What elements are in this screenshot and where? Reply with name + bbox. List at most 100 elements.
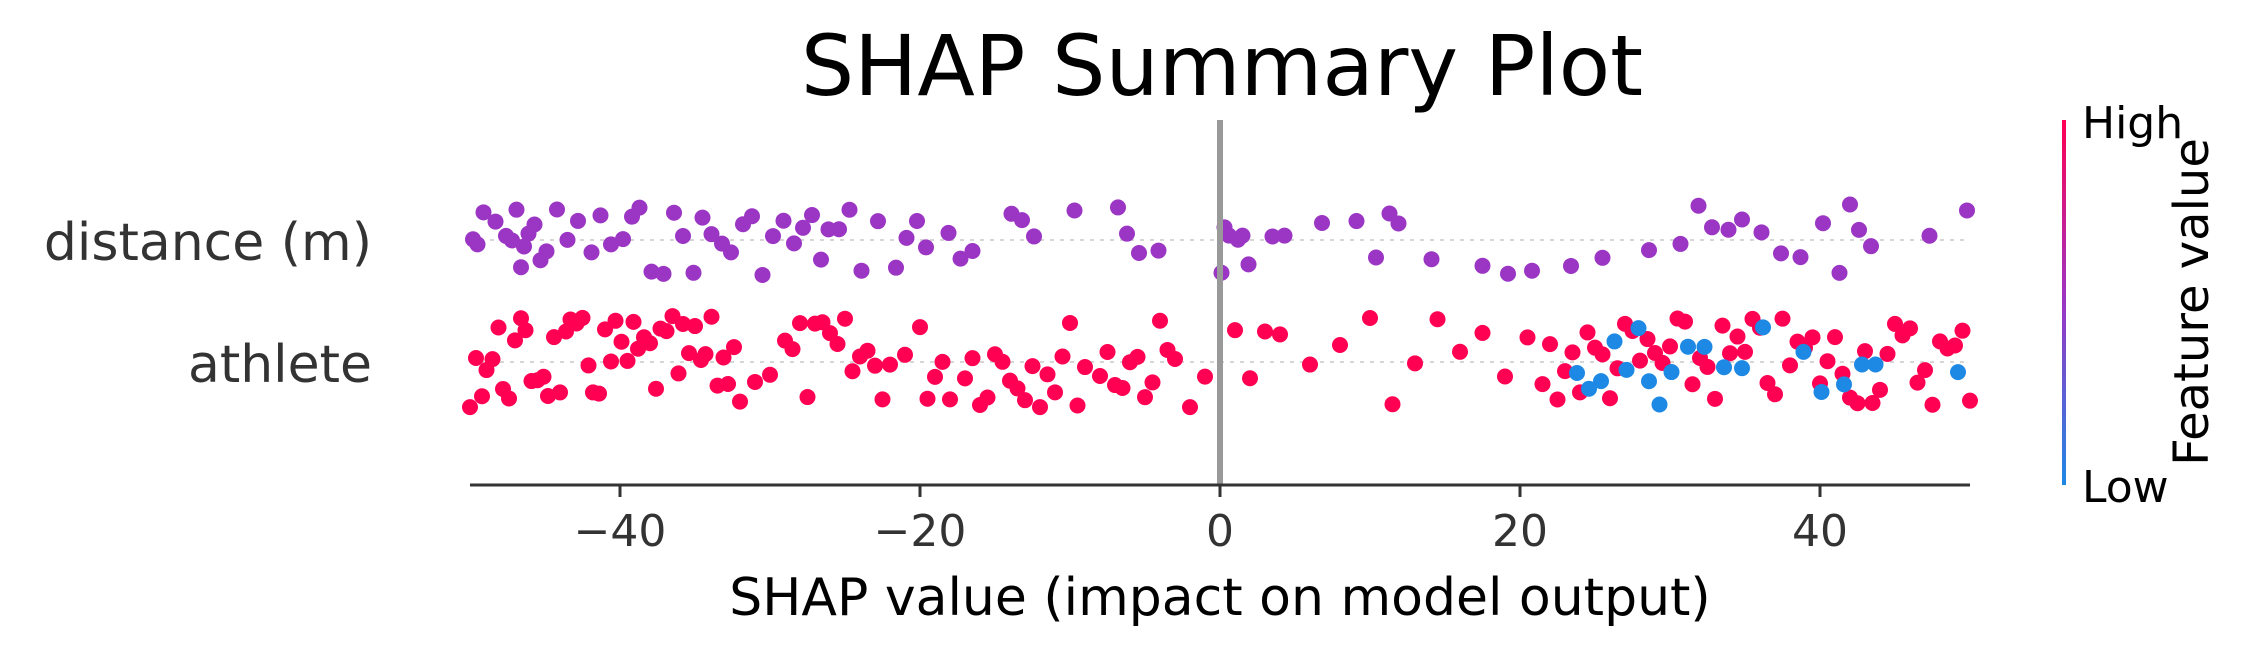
shap-point-athlete-high [957, 370, 973, 387]
shap-point-athlete-high [726, 339, 742, 356]
shap-point-athlete-low [1641, 373, 1657, 390]
shap-point-athlete-high [619, 352, 636, 369]
shap-point-athlete-high [994, 353, 1011, 370]
shap-point-athlete-low [1950, 364, 1966, 381]
shap-point-distance-mid [765, 228, 781, 245]
shap-point-athlete-high [1849, 395, 1866, 412]
shap-point-athlete-high [1227, 322, 1243, 339]
shap-point-athlete-high [1272, 326, 1288, 343]
shap-point-athlete-high [1384, 396, 1401, 413]
shap-point-athlete-high [675, 315, 691, 332]
shap-point-athlete-high [697, 346, 714, 363]
shap-point-distance-mid [549, 201, 565, 218]
shap-point-distance-mid [1734, 211, 1750, 228]
shap-point-athlete-high [1947, 337, 1963, 354]
shap-point-athlete-low [1593, 373, 1609, 390]
shap-point-distance-mid [1815, 215, 1831, 232]
shap-point-distance-mid [1842, 196, 1858, 213]
shap-point-athlete-high [1917, 362, 1933, 379]
shap-point-athlete-high [1197, 368, 1213, 385]
colorbar-high-label: High [2082, 98, 2183, 149]
shap-point-distance-mid [1921, 227, 1938, 244]
x-tick-label: 20 [1492, 506, 1548, 557]
chart-title: SHAP Summary Plot [801, 17, 1643, 115]
shap-point-athlete-high [1782, 357, 1798, 374]
shap-point-distance-mid [475, 204, 492, 221]
shap-point-distance-mid [631, 199, 648, 216]
shap-point-athlete-high [874, 391, 891, 408]
x-tick-label: 40 [1792, 506, 1848, 557]
shap-point-athlete-high [799, 389, 816, 406]
shap-point-athlete-high [1099, 344, 1116, 361]
shap-point-athlete-high [919, 390, 936, 407]
shap-point-athlete-high [484, 351, 501, 368]
shap-point-distance-mid [1500, 265, 1516, 282]
shap-point-distance-mid [1348, 213, 1365, 230]
shap-point-athlete-high [1819, 353, 1836, 370]
shap-point-athlete-high [591, 385, 607, 402]
shap-point-distance-mid [1704, 219, 1720, 236]
shap-point-distance-mid [1390, 215, 1407, 232]
shap-point-athlete-high [897, 346, 913, 363]
shap-point-athlete-high [792, 315, 808, 332]
shap-point-athlete-high [762, 366, 778, 383]
shap-point-athlete-high [1714, 317, 1731, 334]
shap-point-athlete-high [1257, 323, 1273, 340]
shap-point-distance-mid [703, 226, 720, 243]
shap-point-athlete-low [1630, 320, 1647, 337]
shap-point-athlete-high [1429, 311, 1446, 328]
shap-point-athlete-high [837, 310, 853, 327]
shap-point-athlete-high [1077, 359, 1093, 376]
shap-point-distance-mid [909, 212, 925, 229]
shap-point-athlete-high [720, 375, 736, 392]
feature-label-athlete: athlete [188, 335, 372, 395]
shap-point-distance-mid [675, 227, 691, 244]
shap-point-athlete-high [1662, 338, 1678, 355]
shap-point-athlete-high [658, 323, 675, 340]
shap-point-athlete-high [1362, 309, 1378, 326]
shap-point-athlete-high [1879, 345, 1896, 362]
shap-point-distance-mid [744, 208, 760, 225]
shap-point-athlete-high [1497, 368, 1513, 385]
shap-point-distance-mid [1959, 202, 1975, 219]
shap-point-athlete-high [517, 322, 534, 339]
shap-point-athlete-high [715, 349, 732, 366]
shap-point-athlete-high [912, 319, 928, 336]
shap-point-athlete-high [507, 332, 523, 349]
shap-point-athlete-high [1684, 376, 1701, 393]
x-tick-label: −20 [874, 506, 967, 557]
shap-point-athlete-high [1032, 399, 1048, 416]
shap-point-distance-mid [853, 262, 870, 279]
shap-point-distance-mid [1792, 249, 1809, 266]
shap-point-athlete-high [468, 349, 484, 366]
shap-point-athlete-low [1795, 343, 1812, 360]
shap-point-distance-mid [841, 201, 858, 218]
shap-point-athlete-high [1909, 374, 1926, 391]
shap-point-athlete-high [1092, 368, 1108, 385]
shap-point-athlete-high [1534, 376, 1551, 393]
shap-point-distance-mid [795, 219, 811, 236]
shap-point-distance-mid [1863, 238, 1879, 255]
x-axis-ticks: −40 −20 0 20 40 [574, 485, 1848, 557]
shap-point-athlete-high [1137, 389, 1153, 406]
shap-point-athlete-low [1755, 319, 1771, 336]
shap-point-athlete-high [603, 353, 619, 370]
x-tick-label: 0 [1206, 506, 1234, 557]
shap-point-athlete-high [927, 368, 943, 385]
shap-point-athlete-high [681, 345, 697, 362]
shap-point-distance-mid [1131, 245, 1147, 262]
shap-point-distance-mid [1119, 225, 1135, 242]
shap-point-athlete-high [1557, 363, 1573, 380]
shap-point-athlete-high [1519, 329, 1536, 346]
shap-point-athlete-high [703, 308, 720, 325]
shap-point-distance-mid [1234, 227, 1251, 244]
shap-point-athlete-high [1962, 392, 1978, 409]
shap-point-athlete-high [1887, 315, 1903, 332]
shap-point-distance-mid [487, 213, 504, 230]
points-layer [462, 196, 1978, 416]
shap-point-athlete-high [642, 335, 658, 352]
shap-point-athlete-high [867, 357, 883, 374]
shap-point-athlete-high [1474, 324, 1491, 341]
shap-point-athlete-high [535, 368, 552, 385]
shap-point-athlete-high [1699, 358, 1716, 375]
